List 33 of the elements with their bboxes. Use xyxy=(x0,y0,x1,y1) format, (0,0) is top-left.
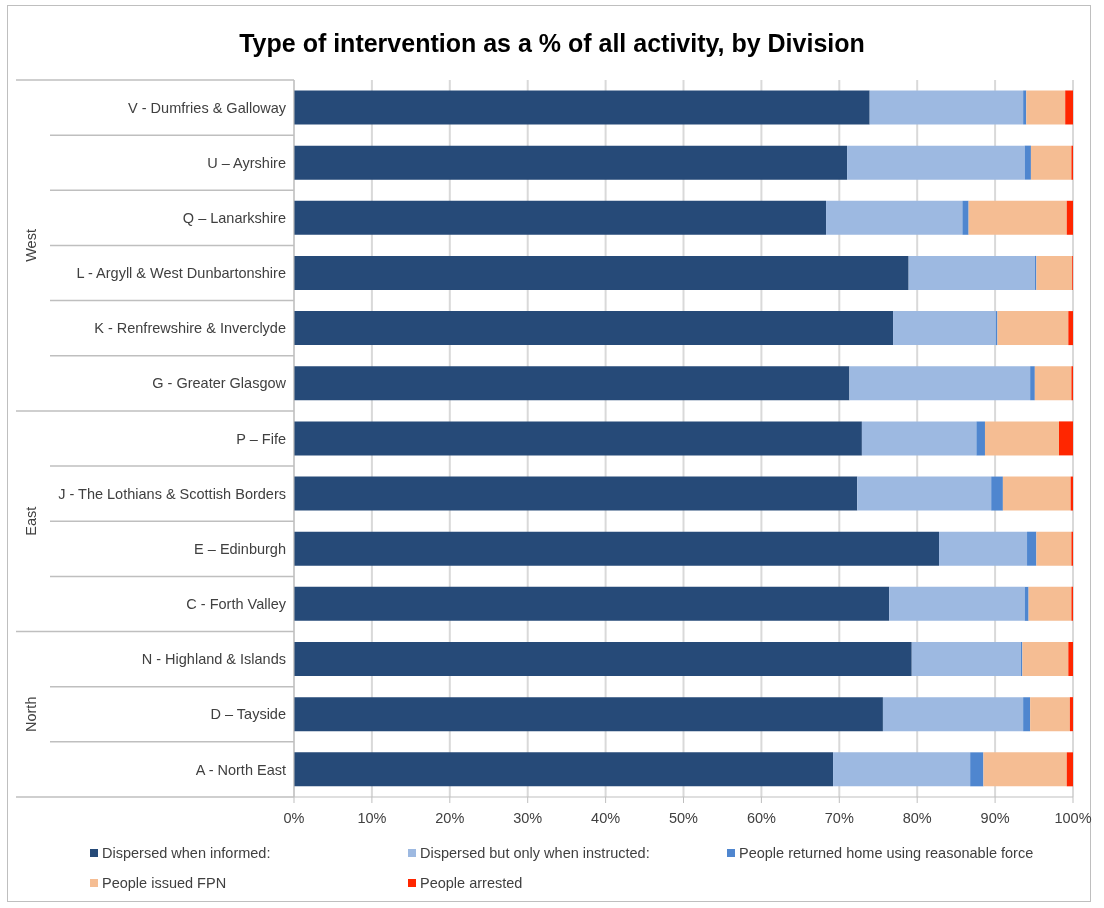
x-tick-label: 70% xyxy=(824,810,854,827)
y-tick-label: P – Fife xyxy=(236,430,286,447)
y-tick-label: J - The Lothians & Scottish Borders xyxy=(58,485,286,502)
legend-label: People issued FPN xyxy=(102,875,227,891)
x-tick-label: 60% xyxy=(746,810,777,827)
y-tick-label: L - Argyll & West Dunbartonshire xyxy=(76,265,286,282)
y-tick-label: N - Highland & Islands xyxy=(141,651,286,668)
legend-label: People returned home using reasonable force xyxy=(739,845,1034,861)
x-tick-label: 40% xyxy=(591,810,621,827)
y-tick-label: U – Ayrshire xyxy=(207,154,286,171)
x-tick-label: 30% xyxy=(513,810,543,827)
x-tick-label: 20% xyxy=(435,810,465,827)
text: East xyxy=(23,506,39,536)
x-tick-label: 100% xyxy=(1054,810,1092,827)
y-tick-label: K - Renfrewshire & Inverclyde xyxy=(94,320,286,337)
chart-title: Type of intervention as a % of all activity, by Division xyxy=(238,29,866,58)
text: West xyxy=(23,229,39,262)
legend-label: Dispersed when informed: xyxy=(102,845,271,861)
x-tick-label: 90% xyxy=(980,810,1010,827)
y-tick-label: V - Dumfries & Galloway xyxy=(128,99,287,116)
x-tick-label: 80% xyxy=(902,810,932,827)
x-tick-label: 0% xyxy=(283,810,305,827)
y-tick-label: G - Greater Glasgow xyxy=(152,375,287,392)
x-tick-label: 10% xyxy=(357,810,387,827)
legend-label: People arrested xyxy=(420,875,523,891)
y-tick-label: C - Forth Valley xyxy=(186,596,287,613)
y-tick-label: A - North East xyxy=(195,761,286,778)
text: North xyxy=(23,696,39,732)
x-tick-label: 50% xyxy=(668,810,699,827)
y-tick-label: D – Tayside xyxy=(210,706,286,723)
y-tick-label: Q – Lanarkshire xyxy=(182,210,286,227)
y-tick-label: E – Edinburgh xyxy=(194,540,286,557)
legend-label: Dispersed but only when instructed: xyxy=(420,845,650,861)
